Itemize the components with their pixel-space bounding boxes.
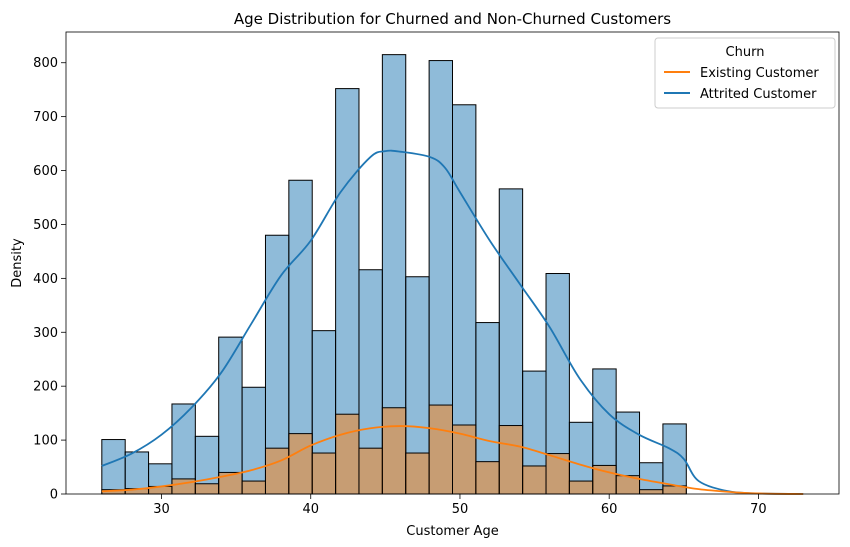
x-tick-label: 30 [153,502,170,517]
hist-bar-existing [639,489,664,495]
y-tick-label: 300 [33,326,58,341]
hist-bar-existing [428,404,453,495]
hist-bar-existing [335,413,360,495]
x-tick-label: 60 [601,502,618,517]
legend: Churn Existing Customer Attrited Custome… [654,37,836,109]
hist-bar-existing [405,452,430,495]
legend-label-attrited: Attrited Customer [700,87,817,102]
legend-title: Churn [726,45,765,60]
kde-curves [101,149,804,495]
hist-bar-existing [568,480,594,495]
y-tick-label: 0 [50,488,58,503]
y-axis-title: Density [10,238,25,288]
y-tick-label: 800 [33,56,58,71]
x-tick-label: 70 [750,502,767,517]
plot-area [65,31,840,495]
y-tick-label: 200 [33,380,58,395]
y-tick-label: 700 [33,110,58,125]
legend-box [654,37,836,109]
hist-bar-existing [522,465,547,495]
hist-bar-existing [194,483,220,495]
hist-bar-existing [241,480,266,495]
hist-bar-existing [264,447,290,495]
y-axis: 0 100 200 300 400 500 600 700 800 [33,56,66,503]
plot-frame [65,31,840,495]
hist-bar-attrited [101,439,126,495]
kde-line-existing [101,425,804,495]
hist-bar-existing [498,425,524,495]
legend-label-existing: Existing Customer [700,66,819,81]
hist-bar-existing [358,447,383,495]
y-tick-label: 400 [33,272,58,287]
hist-bar-attrited [241,386,266,495]
y-tick-label: 500 [33,218,58,233]
hist-bar-existing [311,452,337,495]
hist-bar-existing [381,407,407,495]
y-tick-label: 600 [33,164,58,179]
x-tick-label: 50 [452,502,469,517]
hist-bar-existing [288,433,313,495]
chart-title: Age Distribution for Churned and Non-Chu… [234,10,671,28]
y-tick-label: 100 [33,434,58,449]
hist-bar-attrited [218,336,243,495]
kde-line-attrited [101,149,804,495]
x-axis: 30 40 50 60 70 [153,494,767,517]
hist-bar-existing [475,461,500,495]
x-tick-label: 40 [302,502,319,517]
x-axis-title: Customer Age [406,524,498,539]
